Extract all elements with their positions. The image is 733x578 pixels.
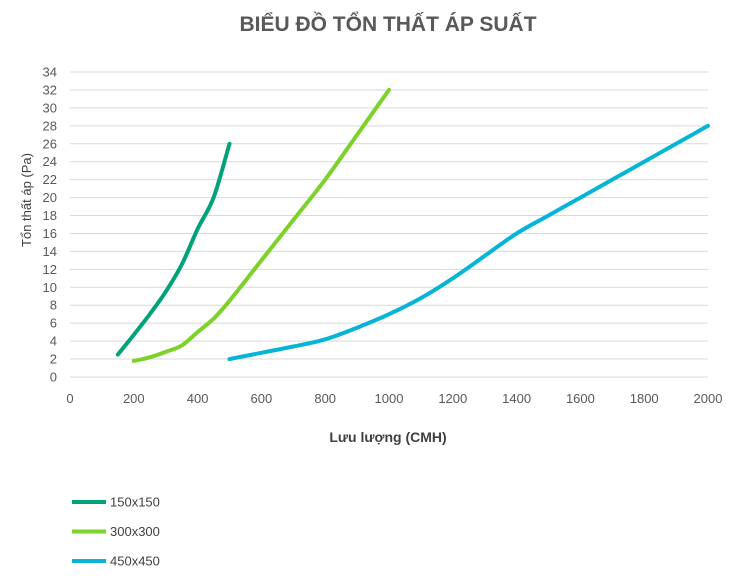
- y-tick-18: 18: [43, 208, 57, 223]
- y-tick-32: 32: [43, 82, 57, 97]
- y-tick-26: 26: [43, 136, 57, 151]
- legend: 150x150 300x300 450x450: [72, 495, 160, 569]
- legend-label-300x300: 300x300: [110, 524, 160, 539]
- x-tick-1200: 1200: [438, 391, 467, 406]
- y-tick-22: 22: [43, 172, 57, 187]
- x-axis-title: Lưu lượng (CMH): [329, 429, 446, 445]
- y-tick-34: 34: [43, 65, 57, 80]
- y-tick-28: 28: [43, 118, 57, 133]
- x-tick-400: 400: [187, 391, 209, 406]
- grid-lines: [70, 71, 708, 378]
- x-tick-600: 600: [251, 391, 273, 406]
- x-tick-1400: 1400: [502, 391, 531, 406]
- x-tick-1800: 1800: [630, 391, 659, 406]
- y-tick-10: 10: [43, 280, 57, 295]
- y-tick-14: 14: [43, 244, 57, 259]
- y-tick-2: 2: [50, 352, 57, 367]
- y-tick-24: 24: [43, 154, 57, 169]
- y-tick-20: 20: [43, 190, 57, 205]
- y-tick-16: 16: [43, 226, 57, 241]
- x-tick-2000: 2000: [694, 391, 723, 406]
- x-tick-200: 200: [123, 391, 145, 406]
- legend-label-450x450: 450x450: [110, 554, 160, 569]
- y-axis-title: Tổn thất áp (Pa): [19, 153, 34, 247]
- series-line-150x150: [115, 141, 232, 357]
- x-tick-800: 800: [314, 391, 336, 406]
- series-lines: [115, 87, 710, 363]
- legend-label-150x150: 150x150: [110, 495, 160, 510]
- series-line-450x450: [227, 123, 710, 362]
- y-tick-30: 30: [43, 100, 57, 115]
- x-tick-labels: 0 200 400 600 800 1000 1200 1400 1600 1800 2000: [66, 391, 722, 406]
- series-line-300x300: [131, 87, 391, 363]
- y-tick-12: 12: [43, 262, 57, 277]
- chart-title: BIỂU ĐỒ TỔN THẤT ÁP SUẤT: [239, 12, 536, 36]
- x-tick-0: 0: [66, 391, 73, 406]
- x-tick-1000: 1000: [375, 391, 404, 406]
- y-tick-0: 0: [50, 370, 57, 385]
- y-tick-8: 8: [50, 298, 57, 313]
- x-tick-1600: 1600: [566, 391, 595, 406]
- y-tick-6: 6: [50, 316, 57, 331]
- y-tick-4: 4: [50, 334, 57, 349]
